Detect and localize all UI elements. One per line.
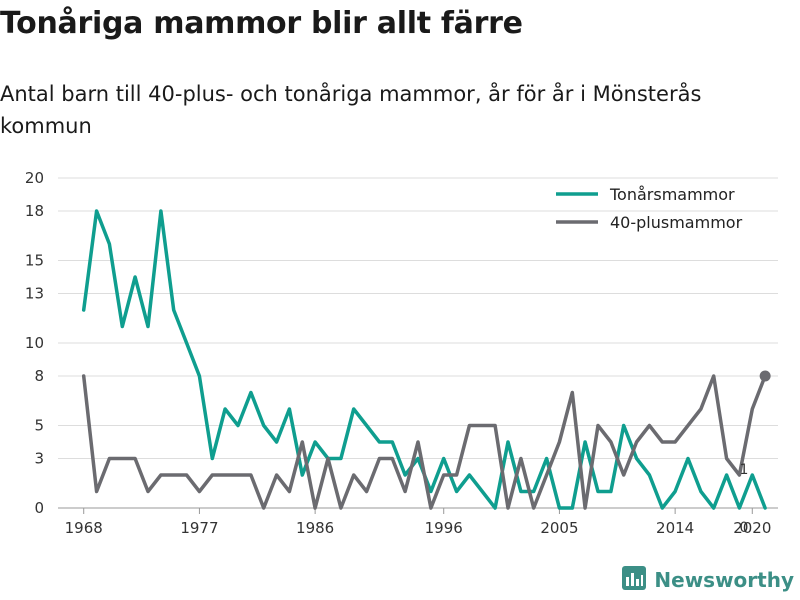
end-labels: 10 [740, 462, 749, 536]
y-tick-label: 8 [34, 367, 44, 385]
x-tick-label: 1968 [65, 519, 103, 537]
x-tick-label: 2014 [656, 519, 694, 537]
y-tick-label: 13 [25, 285, 44, 303]
series-layer [81, 209, 771, 510]
bar-chart-logo-icon [622, 566, 647, 594]
grid-lines [58, 177, 778, 509]
brand-name: Newsworthy [654, 568, 794, 592]
end-value-label: 1 [740, 462, 749, 478]
legend[interactable]: Tonårsmammor 40-plusmammor [556, 185, 743, 232]
x-tick-label: 1996 [425, 519, 463, 537]
legend-label: 40-plusmammor [610, 213, 743, 232]
x-tick-label: 1977 [180, 519, 218, 537]
y-tick-label: 5 [34, 417, 44, 435]
x-axis: 1968 1977 1986 1996 2005 2014 2020 [65, 508, 771, 537]
y-tick-label: 0 [34, 499, 44, 517]
series-line-tonarsmammor [81, 209, 767, 510]
y-tick-label: 20 [25, 169, 44, 187]
end-value-label: 0 [740, 520, 749, 536]
last-point-marker [759, 370, 771, 382]
y-tick-label: 10 [25, 334, 44, 352]
x-tick-label: 2020 [733, 519, 771, 537]
y-tick-label: 3 [34, 450, 44, 468]
chart-title: Tonåriga mammor blir allt färre [0, 6, 523, 41]
brand-logo[interactable]: Newsworthy [622, 566, 794, 594]
legend-label: Tonårsmammor [609, 185, 735, 204]
x-tick-label: 1986 [296, 519, 334, 537]
y-tick-label: 15 [25, 252, 44, 270]
chart-subtitle: Antal barn till 40-plus- och tonåriga ma… [0, 82, 702, 138]
x-tick-label: 2005 [540, 519, 578, 537]
y-tick-label: 18 [25, 202, 44, 220]
series-line-fortyplusmammor [81, 374, 767, 510]
y-axis: 0 3 5 8 10 13 15 18 20 [25, 169, 44, 517]
